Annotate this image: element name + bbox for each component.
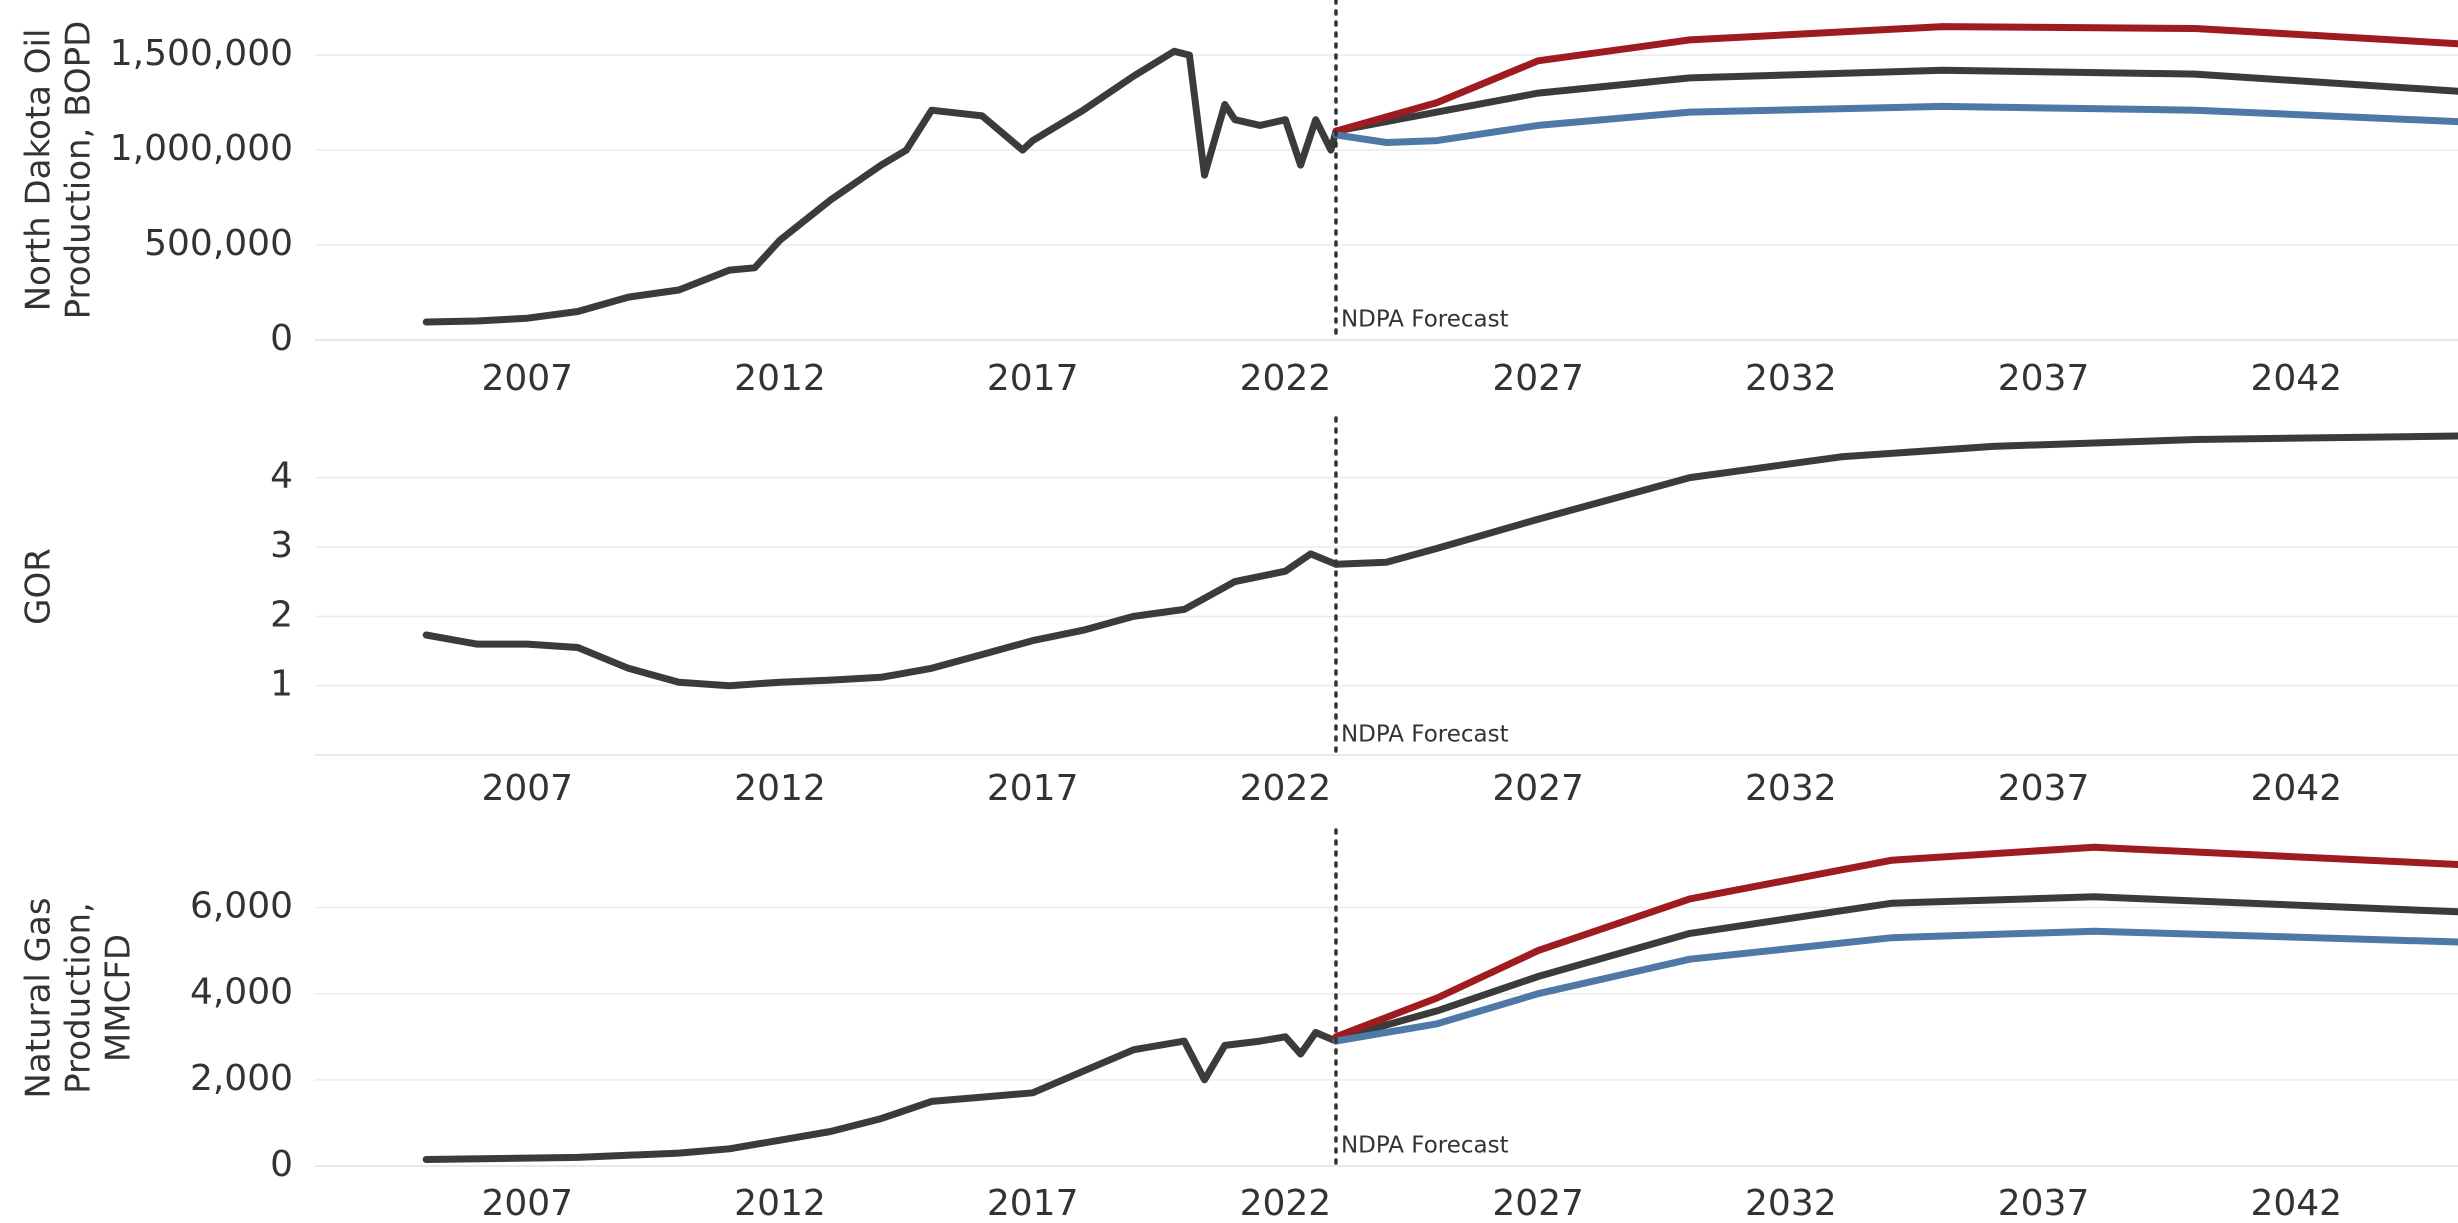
- y-axis-label: North Dakota Oil: [19, 29, 59, 312]
- y-tick-label: 3: [270, 525, 293, 566]
- x-tick-label: 2022: [1240, 358, 1332, 399]
- y-tick-label: 2,000: [190, 1058, 293, 1099]
- x-tick-label: 2027: [1492, 1183, 1584, 1223]
- y-tick-label: 4: [270, 456, 293, 497]
- x-tick-label: 2007: [481, 358, 573, 399]
- y-tick-label: 1: [270, 664, 293, 705]
- y-tick-label: 4,000: [190, 972, 293, 1013]
- x-tick-label: 2017: [987, 1183, 1079, 1223]
- x-tick-label: 2042: [2250, 1183, 2342, 1223]
- annotation: NDPA Forecast: [1341, 722, 1509, 748]
- x-tick-label: 2012: [734, 358, 826, 399]
- series-line: [1332, 66, 2458, 135]
- series-line: [1332, 102, 2458, 146]
- x-tick-label: 2037: [1998, 358, 2090, 399]
- x-tick-label: 2022: [1240, 768, 1332, 809]
- y-tick-label: 1,500,000: [110, 33, 293, 74]
- series-line: [422, 1029, 1340, 1163]
- x-tick-label: 2042: [2250, 358, 2342, 399]
- series-line: [1332, 843, 2458, 1041]
- x-tick-label: 2007: [481, 768, 573, 809]
- y-tick-label: 1,000,000: [110, 128, 293, 169]
- x-tick-label: 2012: [734, 768, 826, 809]
- y-tick-label: 2: [270, 594, 293, 635]
- x-tick-label: 2017: [987, 768, 1079, 809]
- x-tick-label: 2032: [1745, 358, 1837, 399]
- series-line: [1332, 893, 2458, 1043]
- x-tick-label: 2042: [2250, 768, 2342, 809]
- x-tick-label: 2027: [1492, 358, 1584, 399]
- y-axis-label: Production,: [59, 902, 99, 1094]
- x-tick-label: 2012: [734, 1183, 826, 1223]
- annotation: NDPA Forecast: [1341, 307, 1509, 333]
- x-tick-label: 2027: [1492, 768, 1584, 809]
- series-line: [1332, 927, 2458, 1045]
- y-tick-label: 0: [270, 1144, 293, 1185]
- y-axis-label: Production, BOPD: [59, 21, 99, 320]
- y-tick-label: 0: [270, 318, 293, 359]
- y-axis-label: Natural Gas: [19, 897, 59, 1098]
- x-tick-label: 2022: [1240, 1183, 1332, 1223]
- x-tick-label: 2032: [1745, 1183, 1837, 1223]
- series-line: [422, 47, 1340, 326]
- series-line: [1332, 432, 2458, 568]
- annotation: NDPA Forecast: [1341, 1133, 1509, 1159]
- y-axis-label: GOR: [19, 548, 59, 625]
- y-tick-label: 6,000: [190, 886, 293, 927]
- x-tick-label: 2037: [1998, 1183, 2090, 1223]
- y-tick-label: 500,000: [144, 223, 293, 264]
- series-line: [422, 550, 1340, 690]
- x-tick-label: 2007: [481, 1183, 573, 1223]
- x-tick-label: 2032: [1745, 768, 1837, 809]
- x-tick-label: 2037: [1998, 768, 2090, 809]
- series-line: [1332, 23, 2458, 135]
- y-axis-label: MMCFD: [99, 934, 139, 1062]
- x-tick-label: 2017: [987, 358, 1079, 399]
